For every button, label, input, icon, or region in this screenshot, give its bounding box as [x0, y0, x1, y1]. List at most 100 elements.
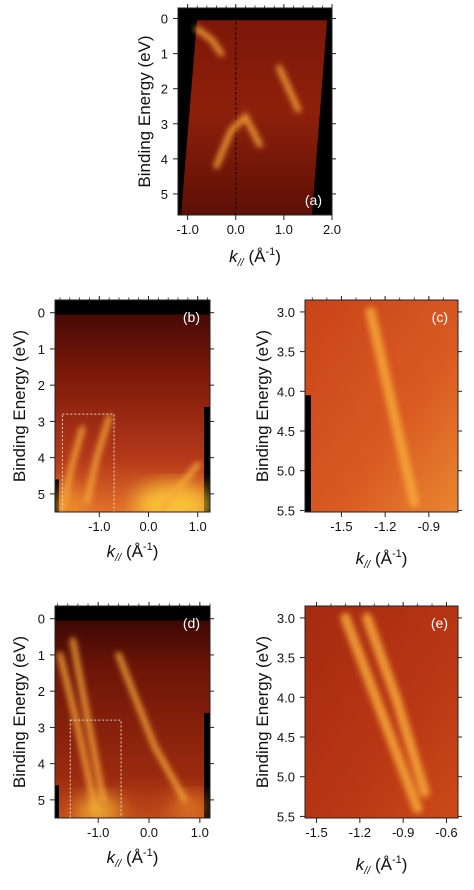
y-tick-label: 5.5: [277, 503, 295, 518]
y-axis-label: Binding Energy (eV): [10, 636, 29, 788]
intensity-map: [305, 300, 458, 512]
bright-spot: [76, 796, 121, 818]
x-tick-label: -0.6: [435, 825, 457, 840]
x-tick-label: -1.5: [330, 519, 352, 534]
map-background: [305, 300, 458, 512]
x-axis-label: k// (Å-1): [107, 847, 159, 870]
edge-mask-left: [178, 8, 198, 215]
y-tick-label: 4.5: [277, 424, 295, 439]
panel-a: -1.0 0.0 1.0 2.0 0 1 2 3 4 5 (a) Binding Energy (eV…: [135, 4, 341, 269]
glow-layer: [76, 793, 208, 818]
intensity-map: [305, 606, 458, 818]
y-tick-label: 3.0: [277, 305, 295, 320]
intensity-map: [178, 8, 332, 215]
plot-frame: [304, 605, 459, 819]
panel-b: -1.0 0.0 1.0 0 1 2 3 4 5 (b) Binding Energy (eV) k/…: [10, 296, 214, 564]
band-1: [194, 26, 225, 57]
y-tick-label: 3.5: [277, 345, 295, 360]
map-background: [178, 8, 332, 215]
y-tick-label: 2: [38, 378, 45, 393]
zoom-region-box: [69, 719, 122, 819]
zoom-region-box: [61, 413, 115, 513]
x-tick-label: 1.0: [191, 825, 209, 840]
intensity-map: [55, 606, 210, 818]
panel-label: (b): [183, 309, 200, 325]
y-tick-label: 3: [38, 414, 45, 429]
x-tick-label: 1.0: [275, 222, 293, 237]
x-tick-label: 0.0: [140, 825, 158, 840]
plot-frame: [54, 605, 211, 819]
y-tick-label: 4: [38, 451, 45, 466]
x-tick-label: -1.5: [305, 825, 327, 840]
panel-c: -1.5 -1.2 -0.9 3.0 3.5 4.0 4.5 5.0 5.5 (c) Binding…: [253, 296, 462, 571]
map-background: [55, 300, 210, 512]
edge-mask-left: [305, 395, 311, 512]
panel-e: -1.5 -1.2 -0.9 -0.6 3.0 3.5 4.0 4.5 5.0 5.5 (e) Bin…: [253, 602, 462, 877]
x-axis-label: k// (Å-1): [356, 548, 408, 571]
y-tick-label: 5.5: [277, 809, 295, 824]
fermi-edge-region: [55, 300, 210, 315]
fermi-edge-region: [55, 606, 210, 621]
y-tick-label: 4: [161, 152, 168, 167]
y-tick-label: 2: [38, 684, 45, 699]
band-layer: [59, 414, 201, 512]
panel-label: (c): [432, 309, 448, 325]
band-3: [160, 461, 201, 512]
bright-spot: [171, 793, 208, 818]
y-tick-label: 3.5: [277, 651, 295, 666]
panel-label: (a): [305, 192, 322, 208]
y-tick-label: 5.0: [277, 770, 295, 785]
fermi-edge-region: [178, 8, 332, 21]
edge-mask-left: [55, 785, 59, 818]
band-1: [59, 425, 86, 512]
edge-mask-right: [204, 406, 210, 512]
intensity-map: [55, 300, 210, 512]
x-tick-label: 2.0: [323, 222, 341, 237]
band-2: [362, 612, 430, 798]
panel-label: (e): [431, 615, 448, 631]
y-tick-label: 4.0: [277, 384, 295, 399]
y-tick-label: 3: [161, 117, 168, 132]
edge-mask-right: [204, 712, 210, 818]
y-axis-label: Binding Energy (eV): [10, 330, 29, 482]
y-tick-label: 4.5: [277, 730, 295, 745]
x-tick-label: 1.0: [189, 519, 207, 534]
y-tick-label: 4.0: [277, 690, 295, 705]
plot-frame: [304, 299, 459, 513]
y-tick-label: 3.0: [277, 611, 295, 626]
x-axis-label: k// (Å-1): [229, 246, 281, 269]
y-tick-label: 5: [161, 187, 168, 202]
y-tick-label: 0: [38, 612, 45, 627]
y-axis-label: Binding Energy (eV): [253, 330, 272, 482]
x-tick-label: -1.0: [176, 222, 198, 237]
band-1: [340, 612, 423, 814]
x-tick-label: -1.0: [87, 825, 109, 840]
x-tick-label: -1.2: [374, 519, 396, 534]
y-tick-label: 5: [38, 487, 45, 502]
band-3: [115, 651, 188, 803]
band-1: [365, 306, 420, 508]
band-3: [213, 111, 263, 169]
band-layer: [340, 612, 430, 814]
y-tick-label: 1: [38, 648, 45, 663]
y-axis-label: Binding Energy (eV): [135, 35, 154, 187]
band-2: [84, 414, 113, 505]
x-tick-label: 0.0: [139, 519, 157, 534]
band-1: [57, 651, 99, 814]
panel-d: -1.0 0.0 1.0 0 1 2 3 4 5 (d) Binding Energy (eV) k/…: [10, 602, 214, 870]
band-layer: [194, 26, 302, 169]
x-tick-label: -0.9: [418, 519, 440, 534]
y-tick-label: 5: [38, 793, 45, 808]
x-axis-label: k// (Å-1): [107, 541, 159, 564]
bright-spot: [55, 486, 86, 512]
x-axis-label: k// (Å-1): [356, 854, 408, 877]
y-axis-label: Binding Energy (eV): [253, 636, 272, 788]
x-tick-label: 0.0: [227, 222, 245, 237]
x-tick-label: -1.0: [88, 519, 110, 534]
y-tick-label: 1: [161, 47, 168, 62]
edge-mask-right: [312, 8, 332, 215]
map-background: [55, 606, 210, 818]
plot-frame: [54, 299, 211, 513]
y-tick-label: 1: [38, 342, 45, 357]
